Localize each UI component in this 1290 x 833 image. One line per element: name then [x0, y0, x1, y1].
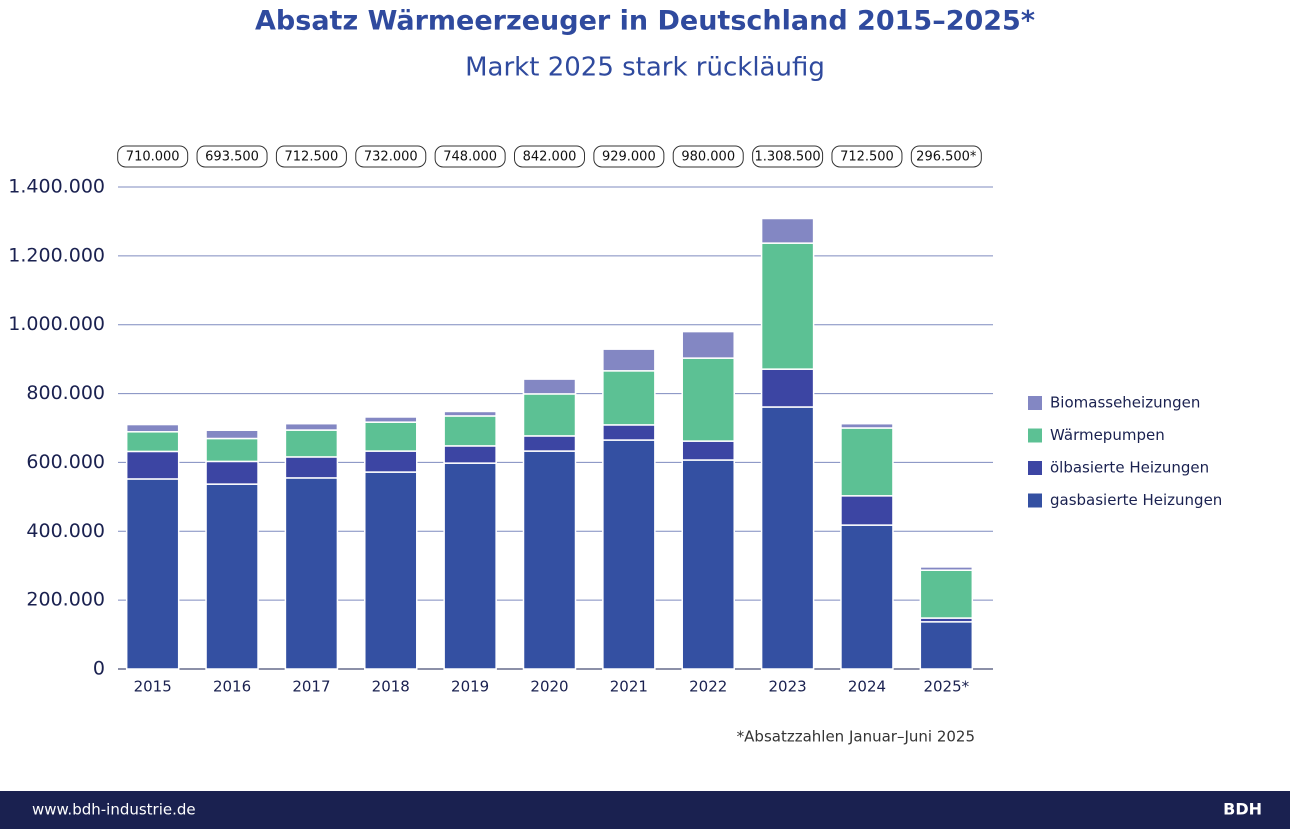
x-tick-label: 2015: [134, 678, 172, 696]
total-box: [593, 145, 665, 168]
footer-url: www.bdh-industrie.de: [32, 801, 196, 819]
total-box: [275, 145, 347, 168]
x-tick-label: 2020: [530, 678, 568, 696]
chart-subtitle: Markt 2025 stark rückläufig: [465, 53, 825, 83]
total-label: 712.500: [840, 150, 894, 165]
bar-segment: [760, 406, 815, 670]
total-label: 712.500: [285, 150, 339, 165]
y-tick-label: 400.000: [26, 520, 105, 542]
bar-segment: [602, 348, 656, 372]
bar-segment: [919, 569, 974, 619]
total-box: [196, 145, 268, 168]
x-tick-label: 2023: [768, 678, 806, 696]
bar-segment: [681, 459, 735, 670]
total-label: 732.000: [364, 150, 418, 165]
bar-segment: [681, 440, 735, 461]
legend-label: Biomasseheizungen: [1050, 394, 1200, 412]
total-label: 929.000: [602, 150, 656, 165]
x-tick-label: 2016: [213, 678, 251, 696]
total-box: [355, 145, 427, 168]
footer-bar: [0, 791, 1290, 829]
total-label: 710.000: [126, 150, 180, 165]
bar-segment: [443, 445, 497, 464]
total-box: [117, 145, 189, 168]
bar-segment: [522, 378, 577, 395]
bar-segment: [364, 450, 418, 473]
bar-segment: [681, 357, 735, 442]
bar-segment: [522, 393, 577, 437]
x-tick-label: 2017: [292, 678, 330, 696]
bar-segment: [919, 621, 974, 670]
x-tick-label: 2019: [451, 678, 489, 696]
bar-segment: [125, 423, 180, 433]
bar-segment: [205, 437, 259, 463]
bar-segment: [681, 330, 735, 359]
bar-segment: [840, 422, 894, 429]
bar-segment: [760, 217, 815, 244]
total-label: 693.500: [205, 150, 259, 165]
x-tick-label: 2025*: [923, 678, 969, 696]
bar-segment: [205, 429, 259, 440]
bar-segment: [522, 450, 577, 670]
legend-swatch: [1028, 428, 1042, 443]
total-box: [910, 145, 982, 168]
total-box: [514, 145, 585, 168]
x-tick-label: 2024: [848, 678, 886, 696]
bar-segment: [443, 462, 497, 670]
x-tick-label: 2022: [689, 678, 727, 696]
bar-segment: [364, 416, 418, 423]
x-tick-label: 2018: [372, 678, 410, 696]
total-box: [831, 145, 903, 168]
bar-segment: [760, 242, 815, 370]
legend-swatch: [1028, 396, 1042, 410]
bar-segment: [840, 495, 894, 526]
total-box: [434, 145, 506, 168]
bar-segment: [364, 471, 418, 670]
bar-segment: [125, 431, 180, 453]
bar-segment: [760, 368, 815, 408]
y-tick-label: 600.000: [26, 451, 105, 473]
chart-title: Absatz Wärmeerzeuger in Deutschland 2015…: [255, 6, 1035, 37]
total-box: [672, 145, 744, 168]
bar-segment: [205, 483, 259, 670]
bar-segment: [840, 427, 894, 497]
bar-segment: [284, 429, 339, 458]
bar-segment: [284, 477, 339, 670]
bar-segment: [522, 435, 577, 452]
legend-swatch: [1028, 493, 1042, 508]
legend-label: Wärmepumpen: [1050, 426, 1165, 444]
bar-segment: [125, 450, 180, 480]
y-tick-label: 1.200.000: [8, 244, 105, 266]
footer-logo: BDH: [1223, 800, 1262, 819]
legend-label: ölbasierte Heizungen: [1050, 459, 1209, 477]
bar-segment: [840, 524, 894, 670]
total-label: 842.000: [523, 150, 577, 165]
bar-segment: [443, 415, 497, 447]
y-tick-label: 800.000: [26, 382, 105, 404]
bar-segment: [284, 456, 339, 479]
total-label: 1.308.500: [755, 150, 821, 165]
bar-segment: [205, 460, 259, 485]
legend-swatch: [1028, 461, 1042, 475]
bar-segment: [602, 424, 656, 441]
total-label: 296.500*: [916, 150, 977, 165]
y-tick-label: 200.000: [26, 589, 105, 611]
y-tick-label: 1.000.000: [8, 313, 105, 335]
total-box: [752, 145, 824, 168]
total-label: 748.000: [443, 150, 497, 165]
footnote: *Absatzzahlen Januar–Juni 2025: [737, 728, 975, 746]
y-tick-label: 0: [93, 658, 105, 680]
bar-segment: [125, 478, 180, 670]
total-label: 980.000: [681, 150, 735, 165]
bar-segment: [602, 370, 656, 426]
y-tick-label: 1.400.000: [8, 176, 105, 198]
bar-segment: [284, 422, 339, 431]
bar-segment: [364, 421, 418, 452]
legend-label: gasbasierte Heizungen: [1050, 491, 1222, 509]
bar-segment: [443, 410, 497, 417]
x-tick-label: 2021: [610, 678, 648, 696]
bar-segment: [602, 439, 656, 670]
bar-segment: [919, 566, 974, 571]
